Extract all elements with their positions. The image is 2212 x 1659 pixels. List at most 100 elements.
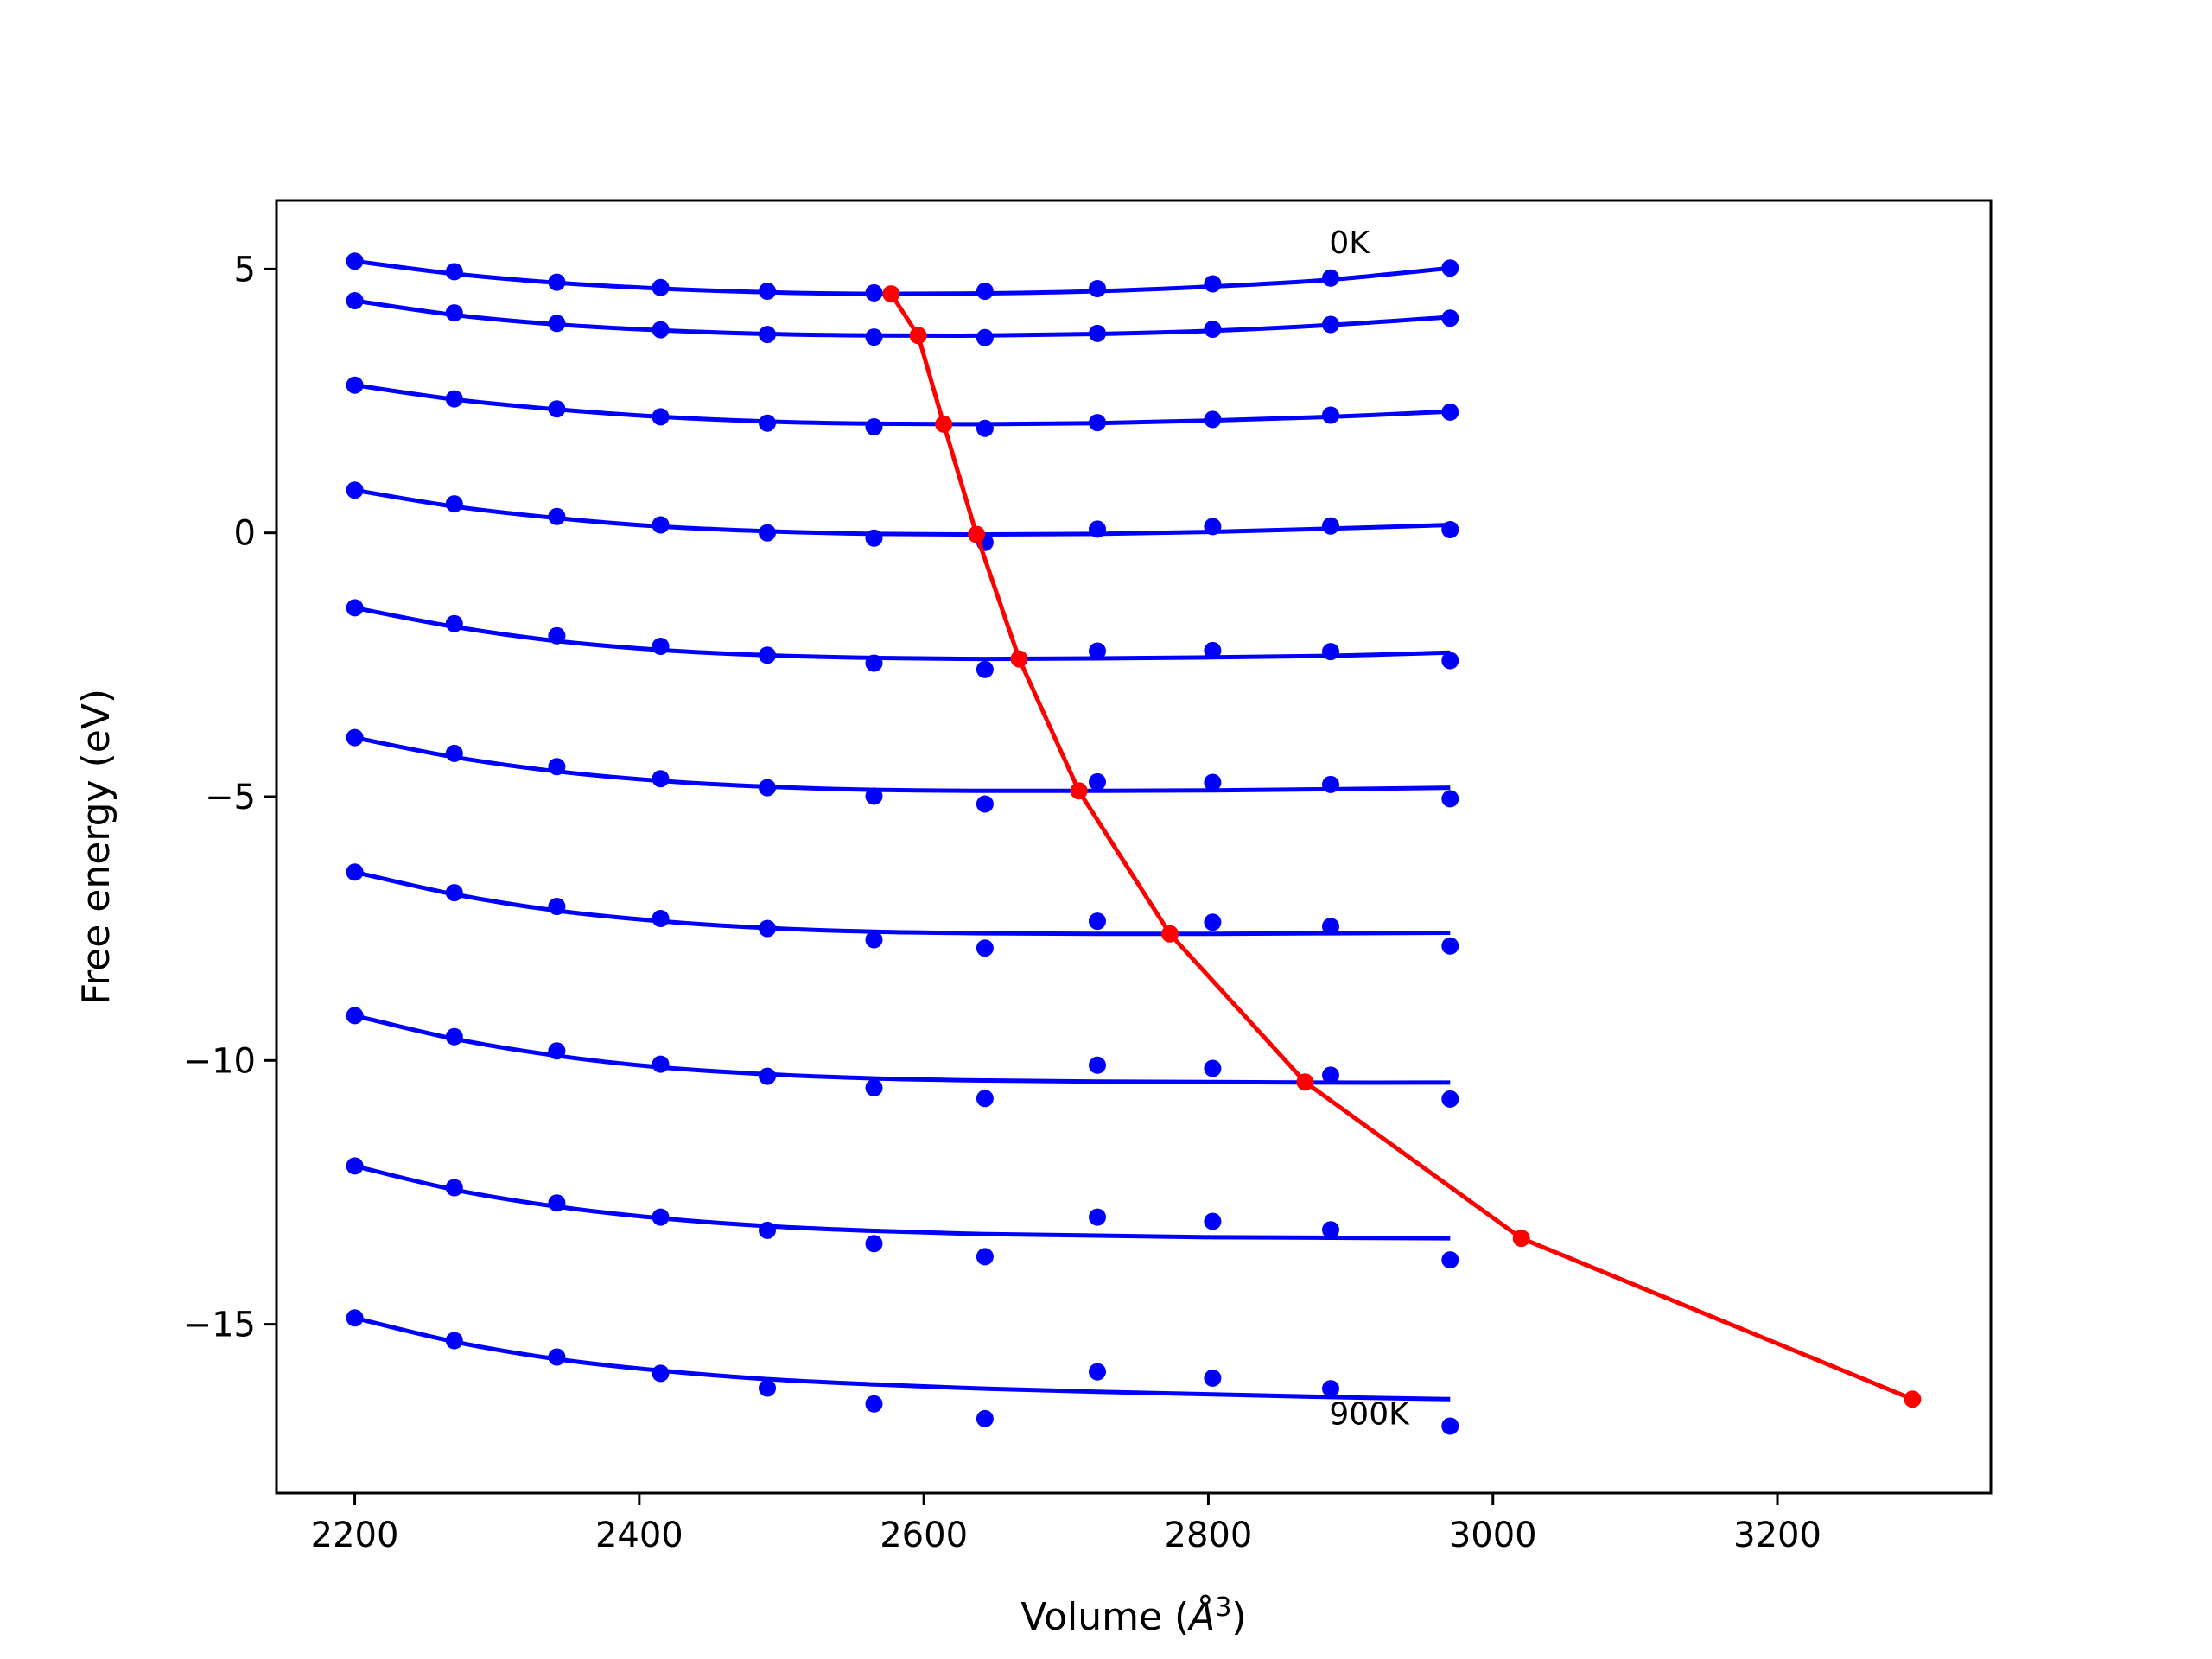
isotherm-point xyxy=(1322,775,1339,793)
isotherm-point xyxy=(1441,652,1459,670)
isotherm-point xyxy=(652,1055,670,1073)
plot-frame xyxy=(275,199,1993,1495)
isotherm-point xyxy=(865,1235,883,1253)
y-axis-ticks: 5 0 −5 −10 −15 xyxy=(183,250,276,1345)
data-layer xyxy=(346,252,1922,1435)
isotherm-point xyxy=(759,646,776,664)
y-tick-label: 5 xyxy=(234,250,256,289)
isotherm-point xyxy=(759,779,776,797)
isotherm-point xyxy=(976,795,994,813)
isotherm-point xyxy=(346,481,364,499)
isotherm-4 xyxy=(346,599,1459,678)
isotherm-point xyxy=(1089,642,1106,660)
isotherm-point xyxy=(1322,406,1339,424)
isotherm-point xyxy=(1089,414,1106,432)
curve-annotation: 900K xyxy=(1329,1397,1410,1433)
isotherm-point xyxy=(652,516,670,534)
isotherm-point xyxy=(1322,643,1339,661)
isotherm-point xyxy=(445,744,463,762)
isotherm-point xyxy=(865,1079,883,1096)
isotherm-point xyxy=(1204,410,1222,429)
minima-point xyxy=(968,525,986,543)
isotherm-point xyxy=(1322,918,1339,936)
isotherm-point xyxy=(445,1332,463,1350)
isotherm-point xyxy=(865,283,883,302)
isotherm-point xyxy=(976,1248,994,1266)
annotation-layer: 0K 900K xyxy=(1329,226,1410,1433)
isotherm-point xyxy=(346,1309,364,1327)
minima-point xyxy=(882,285,900,303)
isotherm-7 xyxy=(346,1007,1459,1108)
isotherm-point xyxy=(1441,1090,1459,1108)
isotherm-point xyxy=(1441,937,1459,955)
isotherm-point xyxy=(548,400,566,418)
isotherm-point xyxy=(548,315,566,333)
isotherm-point xyxy=(445,884,463,902)
x-tick-label: 2800 xyxy=(1165,1516,1253,1555)
isotherm-point xyxy=(1441,1251,1459,1269)
y-tick-label: 0 xyxy=(234,514,256,554)
isotherm-point xyxy=(1322,1221,1339,1239)
isotherm-point xyxy=(652,278,670,296)
x-tick-label: 2400 xyxy=(595,1516,683,1555)
isotherm-point xyxy=(976,1090,994,1108)
x-axis-label-text: Volume ( xyxy=(1020,1595,1189,1639)
isotherm-2 xyxy=(346,376,1459,437)
isotherm-point xyxy=(346,863,364,881)
isotherm-point xyxy=(548,1194,566,1212)
isotherm-point xyxy=(548,758,566,776)
isotherm-point xyxy=(1089,1208,1106,1226)
isotherm-point xyxy=(346,376,364,394)
isotherm-point xyxy=(759,919,776,938)
x-axis-label-unit: Å xyxy=(1186,1593,1215,1639)
isotherm-point xyxy=(1089,280,1106,297)
isotherm-point xyxy=(976,283,994,300)
isotherm-point xyxy=(346,292,364,309)
isotherm-point xyxy=(759,326,776,344)
isotherm-0 xyxy=(346,252,1459,302)
isotherm-point xyxy=(652,408,670,426)
isotherm-point xyxy=(1204,913,1222,931)
isotherm-point xyxy=(1322,1066,1339,1084)
isotherm-point xyxy=(1089,1056,1106,1074)
y-tick-label: −15 xyxy=(183,1306,256,1345)
isotherm-point xyxy=(759,1379,776,1397)
isotherm-point xyxy=(445,263,463,281)
isotherm-point xyxy=(1322,269,1339,287)
isotherm-point xyxy=(1204,641,1222,659)
isotherm-point xyxy=(1204,1059,1222,1077)
isotherm-point xyxy=(1204,1369,1222,1387)
isotherm-point xyxy=(759,283,776,300)
isotherm-point xyxy=(652,1364,670,1382)
isotherm-point xyxy=(976,419,994,437)
minima-point xyxy=(909,327,927,345)
isotherm-point xyxy=(1204,1212,1222,1230)
x-tick-label: 3200 xyxy=(1733,1516,1821,1555)
isotherm-point xyxy=(1441,521,1459,538)
x-tick-label: 2200 xyxy=(311,1516,399,1555)
minima-point xyxy=(1161,925,1179,943)
isotherm-point xyxy=(445,304,463,322)
isotherm-point xyxy=(1322,315,1339,334)
isotherm-point xyxy=(1089,520,1106,538)
x-axis-ticks: 2200 2400 2600 2800 3000 3200 xyxy=(311,1493,1821,1555)
isotherm-point xyxy=(445,1179,463,1197)
isotherm-point xyxy=(1204,275,1222,293)
isotherm-point xyxy=(1322,1380,1339,1398)
isotherm-point xyxy=(548,1042,566,1060)
isotherm-point xyxy=(346,1007,364,1025)
isotherm-point xyxy=(652,321,670,339)
isotherm-point xyxy=(1322,517,1339,535)
isotherm-point xyxy=(346,599,364,617)
isotherm-point xyxy=(548,898,566,915)
x-tick-label: 2600 xyxy=(880,1516,968,1555)
isotherm-fit-line xyxy=(354,1013,1451,1085)
isotherm-point xyxy=(346,728,364,747)
x-axis-label: Volume (Å3) xyxy=(1020,1592,1246,1639)
isotherm-point xyxy=(548,1348,566,1366)
x-axis-label-close: ) xyxy=(1231,1595,1246,1639)
isotherm-point xyxy=(346,1157,364,1175)
isotherm-point xyxy=(1441,1417,1459,1435)
curve-annotation: 0K xyxy=(1329,226,1370,261)
